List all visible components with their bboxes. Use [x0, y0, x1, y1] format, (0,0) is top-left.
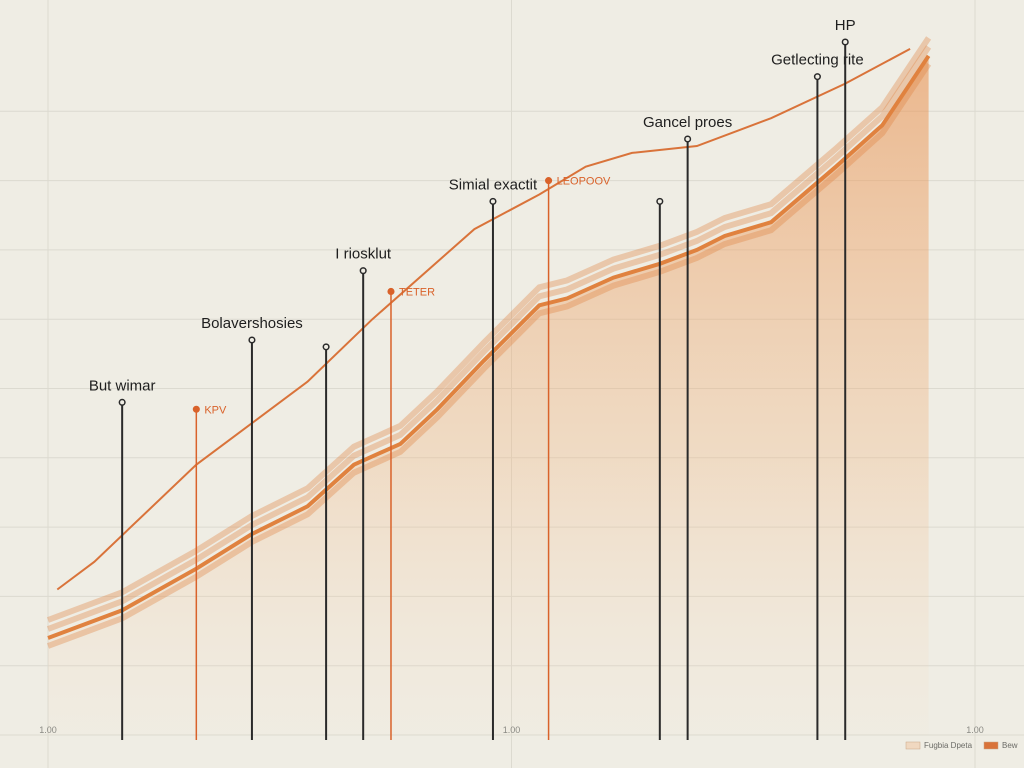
legend: Fugbia Dpeta Bew	[905, 741, 1018, 750]
legend-swatch-1	[983, 741, 999, 750]
legend-label-1: Bew	[1002, 741, 1018, 750]
annotation-10-label: Getlecting rite	[771, 52, 864, 69]
annotation-1-marker	[192, 405, 200, 413]
annotation-2-label: Bolavershosies	[201, 315, 303, 332]
annotation-0-marker	[118, 398, 126, 406]
x-tick-label: 1.00	[39, 725, 57, 735]
annotation-7-marker	[545, 177, 553, 185]
series-0-band-0	[46, 36, 932, 623]
series-0-area	[48, 55, 929, 735]
series-area-layer	[46, 36, 932, 735]
annotation-9-marker	[684, 135, 692, 143]
annotation-layer: But wimar KPV Bolavershosies I riosklut TETE…	[89, 17, 864, 740]
annotation-9-label: Gancel proes	[643, 114, 732, 131]
annotation-3-marker	[322, 343, 330, 351]
annotation-8-marker	[656, 197, 664, 205]
legend-label-0: Fugbia Dpeta	[924, 741, 973, 750]
annotation-11-label: HP	[835, 17, 856, 34]
annotation-0-label: But wimar	[89, 377, 156, 394]
series-0-band-1	[46, 45, 932, 632]
x-tick-layer: 1.00 1.00 1.00	[39, 725, 984, 735]
annotation-4-marker	[359, 267, 367, 275]
legend-swatch-0	[905, 741, 921, 750]
series-0-line	[47, 54, 931, 640]
annotation-1-label: KPV	[204, 404, 227, 416]
annotation-11-marker	[841, 38, 849, 46]
annotation-5-marker	[387, 287, 395, 296]
x-tick-label: 1.00	[966, 725, 984, 735]
x-tick-label: 1.00	[503, 725, 521, 735]
annotation-6-marker	[489, 197, 497, 205]
annotation-5-label: TETER	[399, 286, 435, 298]
annotation-4-label: I riosklut	[335, 246, 392, 263]
series-0-band-2	[46, 62, 932, 649]
annotation-7-label: LEOPOOV	[557, 176, 611, 188]
annotation-2-marker	[248, 336, 256, 344]
annotation-6-label: Simial exactit	[449, 176, 538, 193]
annotation-10-marker	[813, 73, 821, 81]
